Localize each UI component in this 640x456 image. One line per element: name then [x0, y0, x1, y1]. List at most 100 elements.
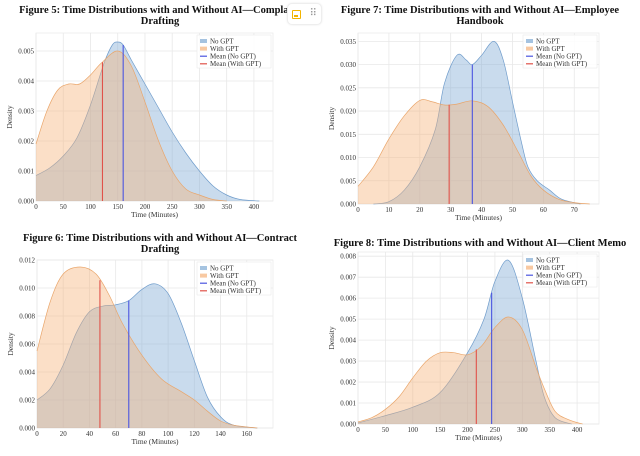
density-area-no-gpt — [37, 283, 258, 428]
y-axis-label: Density — [327, 326, 336, 350]
y-tick-label: 0.001 — [340, 400, 356, 408]
x-tick-label: 140 — [215, 430, 226, 438]
legend-entry: Mean (With GPT) — [536, 60, 588, 68]
y-tick-label: 0.002 — [19, 397, 35, 405]
y-tick-label: 0.008 — [19, 313, 35, 321]
x-axis-label: Time (Minutes) — [131, 437, 179, 446]
chart-panel: Figure 5: Time Distributions with and Wi… — [0, 0, 320, 228]
y-tick-label: 0.004 — [340, 337, 356, 345]
y-tick-label: 0.006 — [340, 295, 356, 303]
density-area-with-gpt — [358, 99, 590, 204]
legend-entry: No GPT — [210, 37, 234, 45]
chart-panel: Figure 8: Time Distributions with and Wi… — [320, 228, 640, 456]
chart-title-line: Figure 7: Time Distributions with and Wi… — [340, 5, 620, 16]
x-tick-label: 50 — [382, 426, 390, 434]
chart-title-line: Figure 5: Time Distributions with and Wi… — [19, 5, 301, 16]
image-icon[interactable] — [292, 9, 302, 19]
x-tick-label: 200 — [140, 203, 151, 211]
y-tick-label: 0.002 — [340, 379, 356, 387]
x-tick-label: 200 — [462, 426, 473, 434]
x-tick-label: 0 — [35, 430, 39, 438]
x-tick-label: 350 — [221, 203, 232, 211]
x-tick-label: 10 — [385, 206, 393, 214]
x-tick-label: 50 — [60, 203, 68, 211]
x-tick-label: 250 — [490, 426, 501, 434]
x-tick-label: 160 — [242, 430, 253, 438]
density-curve-with-gpt — [35, 50, 227, 202]
legend-entry: No GPT — [210, 264, 234, 272]
legend — [196, 261, 272, 296]
density-curve-no-gpt — [35, 41, 260, 202]
x-tick-label: 100 — [163, 430, 174, 438]
legend-entry: No GPT — [536, 256, 560, 264]
y-tick-label: 0.015 — [340, 131, 356, 139]
y-tick-label: 0.008 — [340, 253, 356, 261]
x-tick-label: 20 — [60, 430, 68, 438]
x-axis-label: Time (Minutes) — [131, 210, 179, 219]
chart-title: Figure 8: Time Distributions with and Wi… — [320, 238, 640, 249]
y-tick-label: 0.030 — [340, 61, 356, 69]
y-tick-label: 0.000 — [340, 421, 356, 429]
legend-entry: With GPT — [210, 272, 239, 280]
y-tick-label: 0.035 — [340, 38, 356, 46]
x-tick-label: 30 — [447, 206, 455, 214]
y-tick-label: 0.001 — [18, 168, 34, 176]
chart-title-line: Handbook — [456, 16, 504, 27]
drag-handle-icon[interactable]: ⠿ — [309, 8, 317, 19]
y-tick-label: 0.007 — [340, 274, 356, 282]
chart-svg: 0 10 20 30 40 50 60 70 0.000 0.005 0.010 0.015 0.020… — [327, 32, 600, 222]
y-tick-label: 0.000 — [340, 201, 356, 209]
density-area-with-gpt — [36, 50, 227, 201]
legend-entry: Mean (With GPT) — [210, 60, 262, 68]
legend-entry: Mean (No GPT) — [210, 53, 257, 61]
legend-entry: Mean (No GPT) — [536, 272, 583, 280]
y-tick-label: 0.005 — [340, 316, 356, 324]
x-axis-label: Time (Minutes) — [455, 213, 503, 222]
chart-title: Figure 6: Time Distributions with and Wi… — [0, 233, 320, 255]
density-curve-no-gpt — [357, 259, 572, 425]
x-tick-label: 70 — [571, 206, 579, 214]
x-tick-label: 60 — [540, 206, 548, 214]
density-area-with-gpt — [37, 267, 258, 428]
x-tick-label: 120 — [189, 430, 200, 438]
y-tick-label: 0.002 — [18, 138, 34, 146]
y-tick-label: 0.005 — [340, 177, 356, 185]
y-tick-label: 0.010 — [19, 285, 35, 293]
y-axis-label: Density — [327, 107, 336, 131]
density-area-with-gpt — [358, 317, 583, 424]
legend — [522, 253, 598, 288]
x-tick-label: 150 — [435, 426, 446, 434]
y-axis-label: Density — [5, 105, 14, 129]
x-tick-label: 40 — [478, 206, 486, 214]
chart-title-line: Drafting — [140, 16, 180, 27]
y-tick-label: 0.004 — [19, 369, 35, 377]
y-tick-label: 0.003 — [18, 108, 34, 116]
legend-entry: No GPT — [536, 37, 560, 45]
x-tick-label: 40 — [86, 430, 94, 438]
y-tick-label: 0.006 — [19, 341, 35, 349]
y-tick-label: 0.025 — [340, 84, 356, 92]
chart-title-line: Figure 8: Time Distributions with and Wi… — [333, 238, 627, 249]
density-area-no-gpt — [373, 41, 581, 205]
y-tick-label: 0.012 — [19, 257, 35, 265]
image-toolbar[interactable]: ⠿ — [287, 3, 322, 25]
density-curve-no-gpt — [373, 41, 581, 205]
x-tick-label: 0 — [356, 206, 360, 214]
chart-panel: Figure 6: Time Distributions with and Wi… — [0, 228, 320, 456]
chart-title: Figure 7: Time Distributions with and Wi… — [320, 5, 640, 27]
legend — [522, 34, 598, 69]
legend-entry: Mean (With GPT) — [210, 287, 262, 295]
x-tick-label: 100 — [408, 426, 419, 434]
y-tick-label: 0.003 — [340, 358, 356, 366]
chart-title: Figure 5: Time Distributions with and Wi… — [0, 5, 320, 27]
y-tick-label: 0.004 — [18, 78, 34, 86]
y-axis-label: Density — [6, 332, 15, 356]
x-tick-label: 20 — [416, 206, 424, 214]
density-area-no-gpt — [36, 41, 260, 201]
chart-svg: 0 50 100 150 200 250 300 350 400 0.000 0.001 0.002 0… — [5, 32, 274, 219]
density-curve-no-gpt — [36, 283, 258, 429]
y-tick-label: 0.010 — [340, 154, 356, 162]
y-tick-label: 0.000 — [19, 425, 35, 433]
x-tick-label: 150 — [112, 203, 123, 211]
density-curve-with-gpt — [36, 266, 258, 429]
